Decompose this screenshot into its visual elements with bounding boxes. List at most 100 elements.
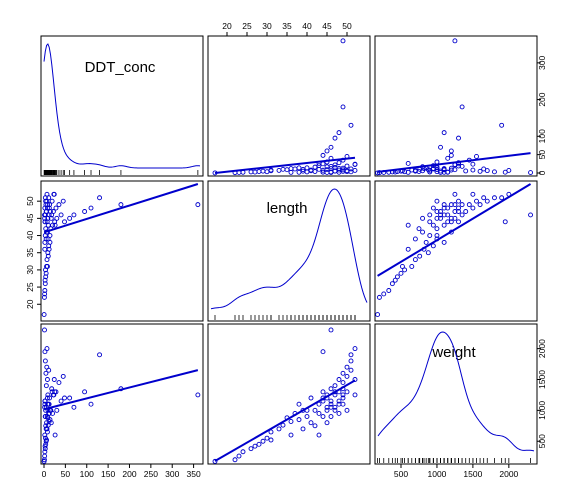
point-weight-vs-DDT_conc-66 [46,411,52,416]
point-weight-vs-length-11 [276,426,282,432]
point-DDT_conc-vs-weight-71 [448,152,454,158]
point-DDT_conc-vs-length-21 [308,167,314,173]
point-DDT_conc-vs-length-18 [304,169,310,175]
point-DDT_conc-vs-weight-67 [441,167,447,173]
point-weight-vs-DDT_conc-40 [82,389,88,395]
panel-frame-1-1 [207,180,371,322]
point-DDT_conc-vs-weight-33 [427,169,433,175]
point-length-vs-DDT_conc-67 [45,202,51,208]
point-weight-vs-length-8 [264,435,270,441]
axis-right-weight-label-2: 1500 [537,370,547,389]
point-weight-vs-length-36 [328,398,334,404]
point-weight-vs-length-14 [288,419,294,424]
point-length-vs-weight-59 [502,219,508,225]
point-weight-vs-length-67 [340,401,346,407]
axis-bottom-DDT_conc-label-1: 50 [61,469,71,479]
point-DDT_conc-vs-weight-68 [434,169,440,175]
density-curve-weight [377,331,535,452]
point-DDT_conc-vs-length-65 [332,168,338,174]
fit-line-DDT_conc-vs-weight [377,152,531,173]
point-length-vs-weight-61 [405,222,411,228]
point-weight-vs-length-6 [256,441,262,447]
point-DDT_conc-vs-weight-66 [430,165,436,171]
point-length-vs-weight-66 [430,205,436,211]
panel-frame-0-2 [374,35,538,177]
point-DDT_conc-vs-weight-0 [375,170,381,176]
point-weight-vs-length-22 [312,407,318,413]
point-length-vs-weight-8 [402,267,408,273]
point-DDT_conc-vs-weight-54 [499,122,505,128]
point-length-vs-DDT_conc-12 [45,253,51,259]
point-weight-vs-length-41 [336,398,342,404]
point-weight-vs-length-69 [352,392,358,398]
point-DDT_conc-vs-weight-32 [448,148,454,154]
axis-bottom-DDT_conc-label-2: 100 [80,469,94,479]
point-DDT_conc-vs-weight-37 [463,168,469,174]
point-DDT_conc-vs-length-54 [348,122,354,128]
point-length-vs-weight-33 [427,212,433,218]
fit-line-weight-vs-length [214,379,356,462]
point-length-vs-DDT_conc-60 [48,215,54,221]
point-length-vs-DDT_conc-25 [50,222,55,228]
point-weight-vs-length-7 [260,438,266,444]
point-weight-vs-length-57 [340,392,346,398]
point-length-vs-weight-2 [381,291,387,297]
point-length-vs-weight-40 [456,209,461,214]
point-weight-vs-length-61 [316,432,322,438]
point-length-vs-weight-1 [376,294,382,300]
axis-top-length-label-1: 25 [242,21,252,31]
point-length-vs-weight-20 [420,229,426,235]
point-weight-vs-length-35 [328,386,334,392]
point-length-vs-weight-51 [474,198,479,204]
point-DDT_conc-vs-length-12 [280,166,286,172]
point-weight-vs-length-47 [340,380,346,386]
point-length-vs-weight-44 [441,205,447,211]
point-weight-vs-DDT_conc-21 [44,395,50,401]
axis-top-length-label-3: 35 [282,21,292,31]
point-length-vs-DDT_conc-50 [49,198,55,204]
point-length-vs-weight-11 [412,257,418,263]
point-weight-vs-DDT_conc-32 [67,395,73,401]
point-length-vs-DDT_conc-55 [44,191,50,197]
point-DDT_conc-vs-weight-53 [481,166,487,172]
point-length-vs-DDT_conc-65 [43,209,49,214]
point-weight-vs-length-63 [296,417,302,423]
point-DDT_conc-vs-weight-44 [441,130,447,136]
point-weight-vs-DDT_conc-20 [44,420,50,426]
axis-right-DDT_conc-label-0: 0 [537,170,547,175]
point-length-vs-DDT_conc-1 [41,294,47,300]
axis-bottom-DDT_conc-label-5: 250 [144,469,158,479]
point-length-vs-DDT_conc-69 [51,191,57,197]
point-length-vs-DDT_conc-64 [42,246,48,252]
point-DDT_conc-vs-weight-61 [405,160,411,166]
point-length-vs-weight-32 [448,215,454,221]
axis-left-length-label-5: 45 [25,213,35,223]
point-length-vs-weight-49 [484,198,490,204]
axis-bottom-weight-label-1: 1000 [427,469,446,479]
diag-title-weight: weight [431,344,476,361]
point-length-vs-weight-12 [417,253,423,259]
axis-right-weight-label-1: 1000 [537,401,547,420]
point-length-vs-weight-16 [441,239,447,245]
point-DDT_conc-vs-weight-52 [492,169,497,175]
axis-left-length-label-1: 25 [25,282,35,292]
point-weight-vs-length-68 [344,407,350,413]
axis-left-length-label-6: 50 [25,196,35,206]
point-DDT_conc-vs-length-43 [336,160,342,166]
point-weight-vs-length-37 [332,383,338,389]
fit-line-length-vs-weight [377,183,532,277]
point-length-vs-DDT_conc-47 [56,202,62,208]
point-weight-vs-length-12 [280,422,286,428]
point-length-vs-DDT_conc-44 [88,205,94,211]
point-DDT_conc-vs-length-64 [288,169,294,175]
point-weight-vs-length-45 [340,370,346,376]
point-length-vs-weight-19 [434,233,440,238]
axis-left-length-label-0: 20 [25,299,35,309]
point-length-vs-weight-50 [456,198,461,204]
point-weight-vs-DDT_conc-46 [47,395,53,401]
density-curve-DDT_conc [43,43,201,169]
point-length-vs-weight-52 [492,195,497,201]
point-length-vs-weight-23 [416,226,422,232]
point-weight-vs-length-17 [300,426,306,432]
